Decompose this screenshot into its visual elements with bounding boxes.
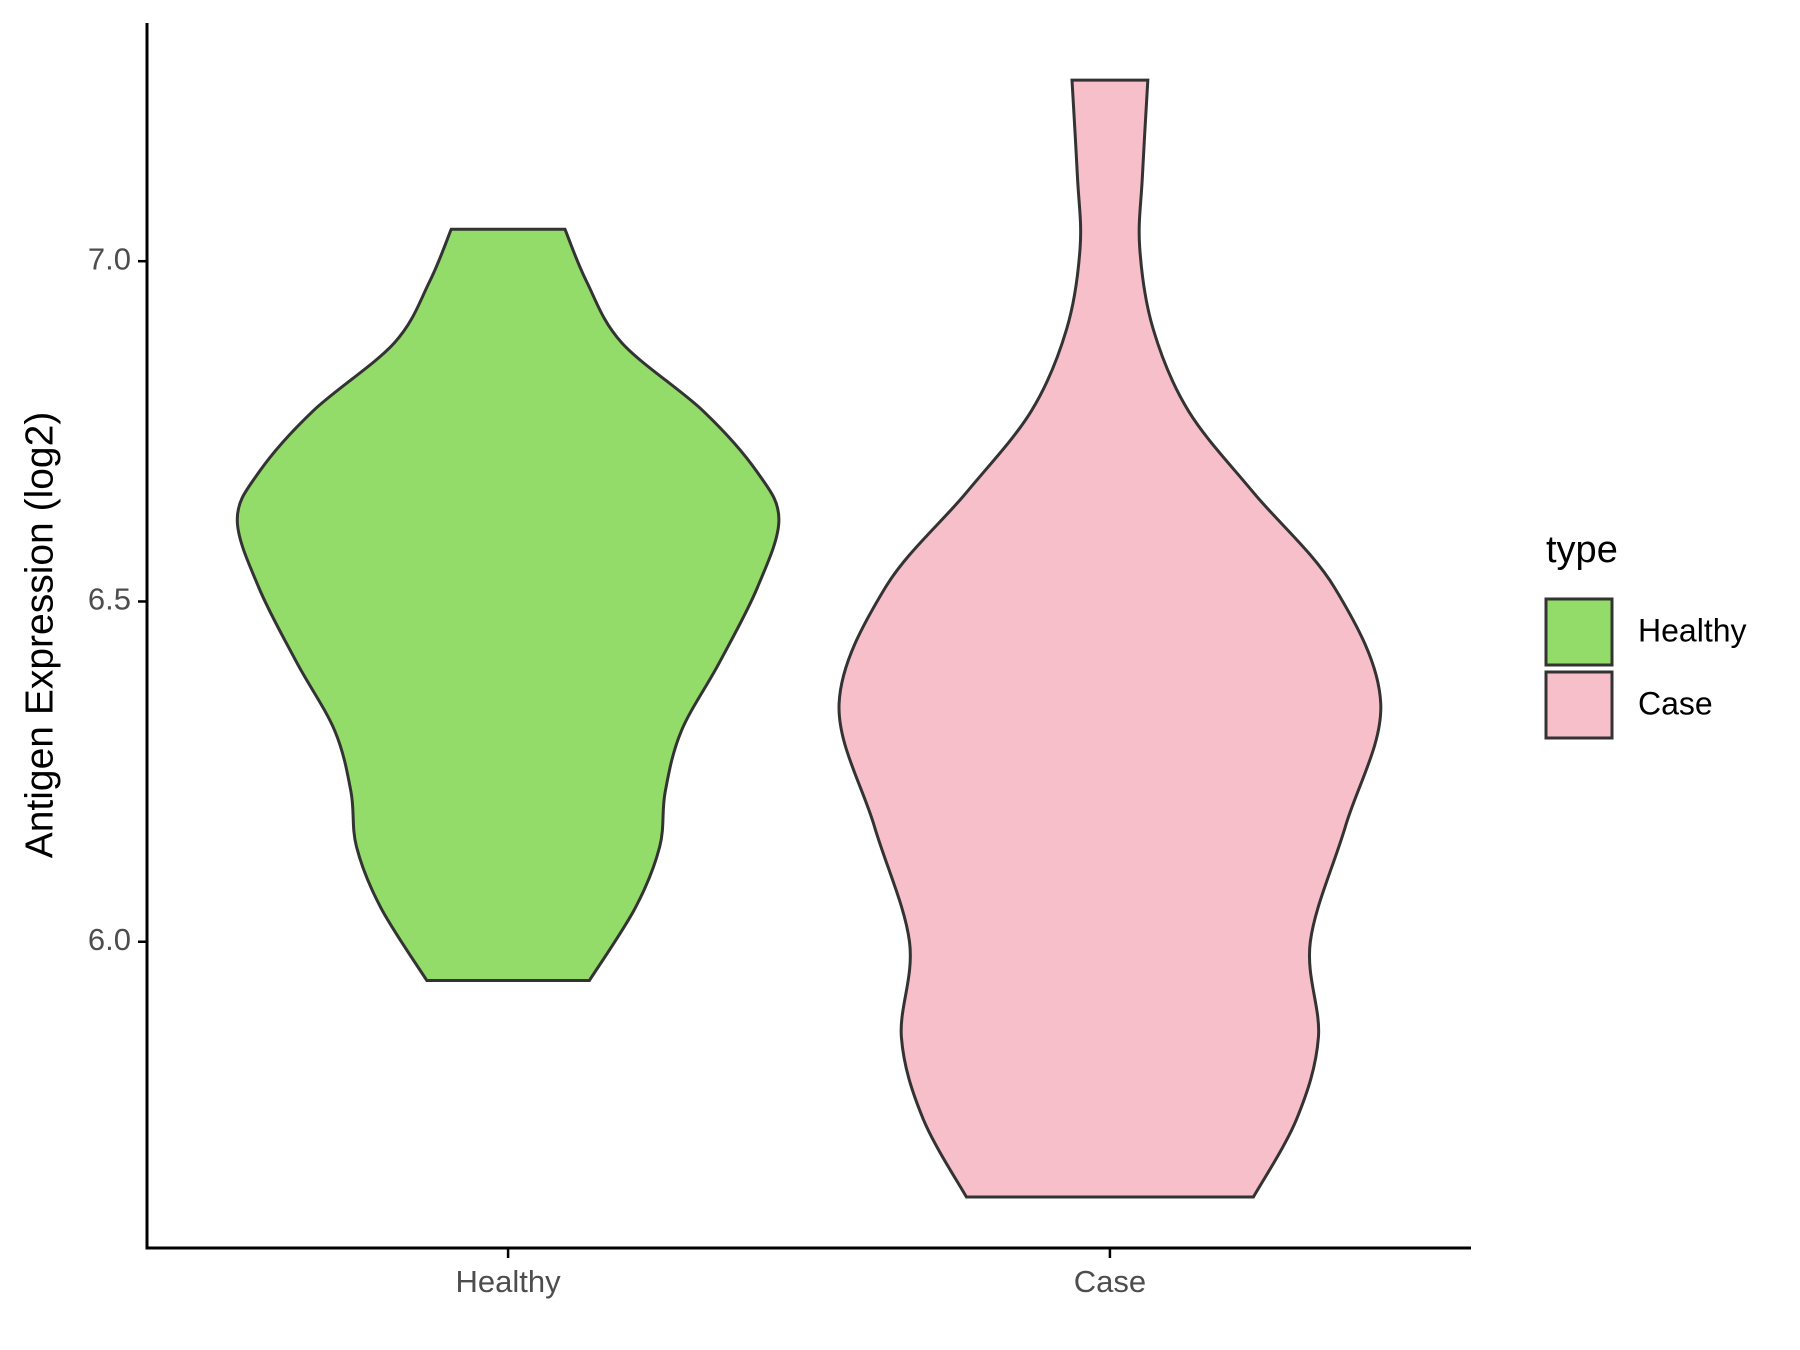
legend-key xyxy=(1544,597,1614,667)
x-tick-label: Case xyxy=(1074,1264,1146,1299)
violin xyxy=(235,227,781,983)
y-tick-label: 6.5 xyxy=(88,582,131,617)
legend-label: Healthy xyxy=(1638,612,1747,648)
y-axis-title: Antigen Expression (log2) xyxy=(18,412,61,859)
y-tick-label: 7.0 xyxy=(88,241,131,276)
legend-key xyxy=(1544,670,1614,740)
y-tick-label: 6.0 xyxy=(88,922,131,957)
legend-label: Case xyxy=(1638,685,1713,721)
x-tick-label: Healthy xyxy=(456,1264,562,1299)
legend-title: type xyxy=(1546,529,1618,571)
violin xyxy=(837,78,1383,1199)
